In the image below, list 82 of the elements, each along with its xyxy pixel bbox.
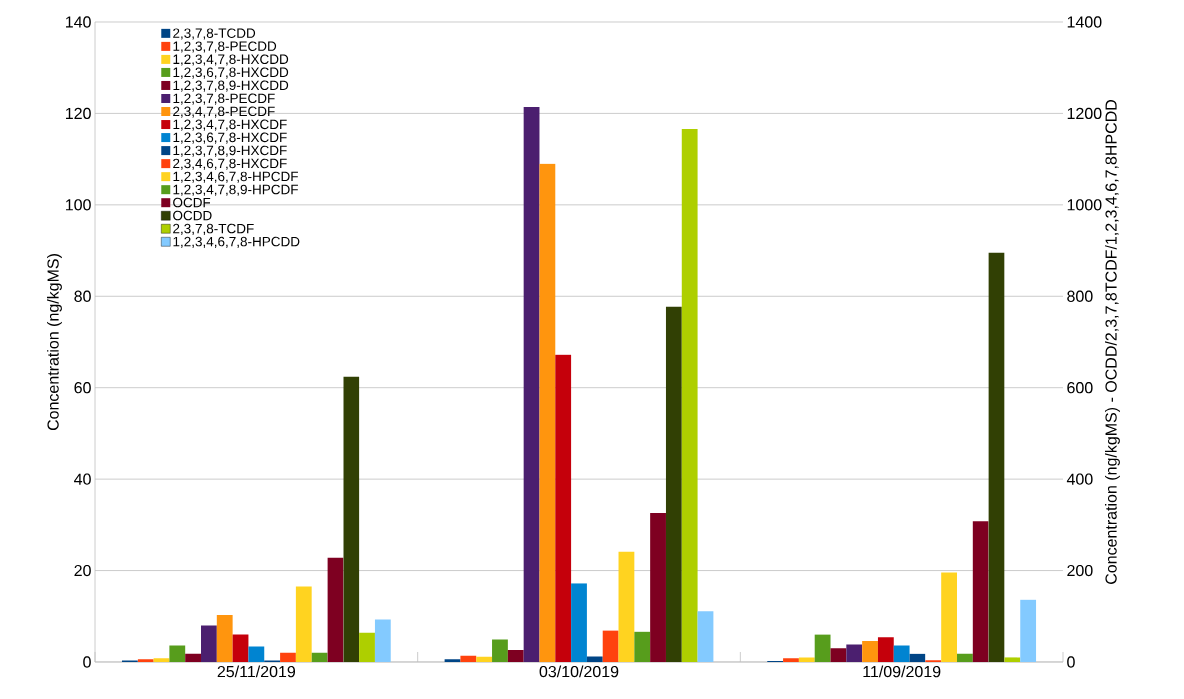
legend-label: 1,2,3,6,7,8-HXCDF <box>173 132 287 144</box>
bar <box>814 634 831 662</box>
legend-label: 1,2,3,7,8,9-HXCDD <box>173 80 289 92</box>
y-tick-label: 100 <box>66 199 91 211</box>
bar <box>877 637 894 662</box>
y2-tick-label: 400 <box>1066 473 1093 485</box>
bar <box>571 583 587 662</box>
bar <box>988 252 1005 662</box>
y-tick-label: 20 <box>74 564 91 577</box>
bar <box>507 650 524 662</box>
bar <box>539 163 556 662</box>
y2-tick-label: 1200 <box>1067 107 1102 120</box>
bar <box>909 653 926 662</box>
bar <box>444 659 461 662</box>
y-tick-label: 40 <box>74 473 91 485</box>
y-tick-label: 120 <box>66 107 91 120</box>
bar <box>697 611 714 662</box>
bar <box>343 376 360 662</box>
x-tick-label: 25/11/2019 <box>217 665 296 678</box>
bar <box>169 645 186 662</box>
legend-label: 1,2,3,7,8-PECDF <box>173 93 275 105</box>
legend-label: 1,2,3,7,8-PECDD <box>173 41 277 53</box>
y2-tick-label: 1400 <box>1067 16 1102 28</box>
legend-label: 1,2,3,4,7,8-HXCDD <box>173 54 289 66</box>
legend-label: 1,2,3,6,7,8-HXCDD <box>173 67 289 79</box>
bar <box>374 619 391 662</box>
y2-tick-label: 200 <box>1067 564 1093 577</box>
legend-label: 1,2,3,4,7,8,9-HPCDF <box>173 184 298 196</box>
bar <box>798 657 815 662</box>
bar <box>137 659 154 662</box>
bar <box>681 128 698 662</box>
legend-label: 2,3,4,6,7,8-HXCDF <box>173 158 287 170</box>
legend-label: 1,2,3,4,6,7,8-HPCDD <box>173 236 300 248</box>
bar <box>602 630 619 662</box>
bar <box>1020 599 1037 662</box>
bar <box>846 644 863 662</box>
y-tick-label: 0 <box>83 656 91 668</box>
bar <box>153 658 170 662</box>
bar <box>941 572 957 662</box>
bar <box>665 306 682 662</box>
bar <box>555 354 572 662</box>
legend-label: 2,3,4,7,8-PECDF <box>173 106 275 118</box>
bar <box>783 658 799 662</box>
bar <box>586 656 603 662</box>
y-axis-title: Concentration (ng/kgMS) <box>47 254 62 431</box>
legend-label: OCDD <box>173 210 212 221</box>
x-tick-label: 11/09/2019 <box>863 665 941 678</box>
legend-label: 1,2,3,4,6,7,8-HPCDF <box>173 171 298 183</box>
bar <box>476 656 493 662</box>
bar <box>634 631 651 662</box>
bar <box>893 645 910 662</box>
legend-label: 2,3,7,8-TCDF <box>173 223 254 235</box>
y2-tick-label: 1000 <box>1067 199 1102 211</box>
bar <box>216 614 233 662</box>
legend-label: 1,2,3,7,8,9-HXCDF <box>173 145 287 157</box>
bar <box>460 655 477 662</box>
bar <box>311 652 328 662</box>
y-tick-label: 140 <box>66 16 91 28</box>
legend-label: 1,2,3,4,7,8-HXCDF <box>173 119 287 131</box>
bar <box>830 648 847 662</box>
bar <box>280 652 296 662</box>
bar <box>618 551 635 662</box>
y-tick-label: 60 <box>74 382 91 394</box>
bar <box>1004 657 1021 662</box>
bar <box>492 639 508 662</box>
y2-tick-label: 0 <box>1067 656 1075 668</box>
y2-tick-label: 600 <box>1067 382 1093 394</box>
bar <box>201 625 217 662</box>
bar <box>862 640 878 662</box>
bar <box>248 646 265 662</box>
bar <box>957 653 973 662</box>
bar <box>185 653 201 662</box>
legend-label: OCDF <box>173 197 211 208</box>
bar <box>359 632 375 662</box>
bar <box>523 107 540 662</box>
legend-label: 2,3,7,8-TCDD <box>173 28 256 40</box>
x-tick-label: 03/10/2019 <box>539 665 619 678</box>
y2-axis-title: Concentration (ng/kgMS) - OCDD/2,3,7,8TCDF/1,2,3,4,6,7,8HPCDD <box>1105 100 1120 584</box>
y2-tick-label: 800 <box>1067 290 1093 302</box>
bar <box>295 586 312 662</box>
y-tick-label: 80 <box>74 290 91 302</box>
bar <box>232 634 249 662</box>
